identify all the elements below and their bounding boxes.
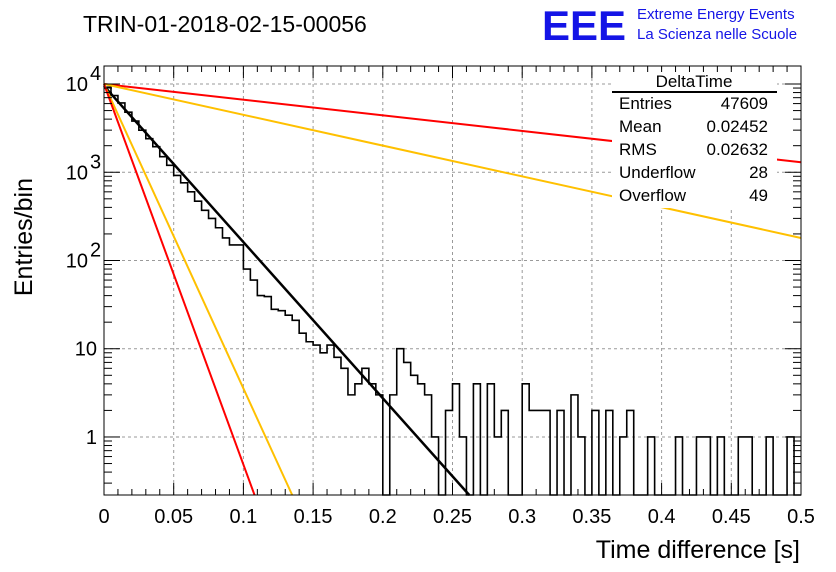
stats-value-overflow: 49	[749, 186, 768, 205]
stats-box: DeltaTime Entries 47609 Mean 0.02452 RMS…	[612, 72, 777, 208]
y-tick-label: 10	[75, 339, 97, 361]
grid	[104, 66, 801, 495]
stats-value-entries: 47609	[721, 94, 768, 113]
x-tick-label: 0.3	[508, 506, 536, 528]
y-tick-exponent: 3	[90, 151, 101, 173]
eee-logo-mark: EEE	[542, 2, 626, 49]
stats-value-underflow: 28	[749, 163, 768, 182]
stats-label-mean: Mean	[619, 117, 662, 136]
stats-label-entries: Entries	[619, 94, 672, 113]
stats-value-rms: 0.02632	[707, 140, 768, 159]
fit-line-red-steep	[103, 83, 256, 496]
fit-line-black	[103, 85, 471, 496]
x-tick-label: 0.25	[433, 506, 472, 528]
x-tick-label: 0.5	[787, 506, 815, 528]
stats-label-underflow: Underflow	[619, 163, 696, 182]
x-axis-label: Time difference [s]	[596, 536, 800, 564]
eee-logo-line2: La Scienza nelle Scuole	[637, 26, 797, 43]
stats-value-mean: 0.02452	[707, 117, 768, 136]
fit-line-yellow-steep	[103, 83, 294, 496]
stats-header: DeltaTime	[656, 72, 733, 91]
y-tick-label: 10	[66, 250, 88, 272]
x-tick-label: 0.4	[648, 506, 676, 528]
y-tick-label: 10	[66, 74, 88, 96]
y-tick-exponent: 4	[90, 63, 101, 85]
stats-box-background	[612, 72, 777, 208]
y-axis-label: Entries/bin	[10, 178, 38, 296]
x-tick-label: 0.45	[712, 506, 751, 528]
x-tick-label: 0	[98, 506, 109, 528]
x-tick-label: 0.05	[154, 506, 193, 528]
fit-line-yellow-flat	[103, 83, 802, 239]
eee-logo-line1: Extreme Energy Events	[637, 6, 795, 23]
stats-label-rms: RMS	[619, 140, 657, 159]
fit-lines	[103, 83, 802, 496]
y-tick-label: 10	[66, 162, 88, 184]
x-tick-label: 0.1	[229, 506, 257, 528]
chart-title: TRIN-01-2018-02-15-00056	[83, 11, 367, 37]
x-tick-label: 0.15	[294, 506, 333, 528]
y-tick-exponent: 2	[90, 239, 101, 261]
y-tick-label: 1	[86, 427, 97, 449]
x-tick-label: 0.2	[369, 506, 397, 528]
stats-label-overflow: Overflow	[619, 186, 687, 205]
x-tick-label: 0.35	[572, 506, 611, 528]
